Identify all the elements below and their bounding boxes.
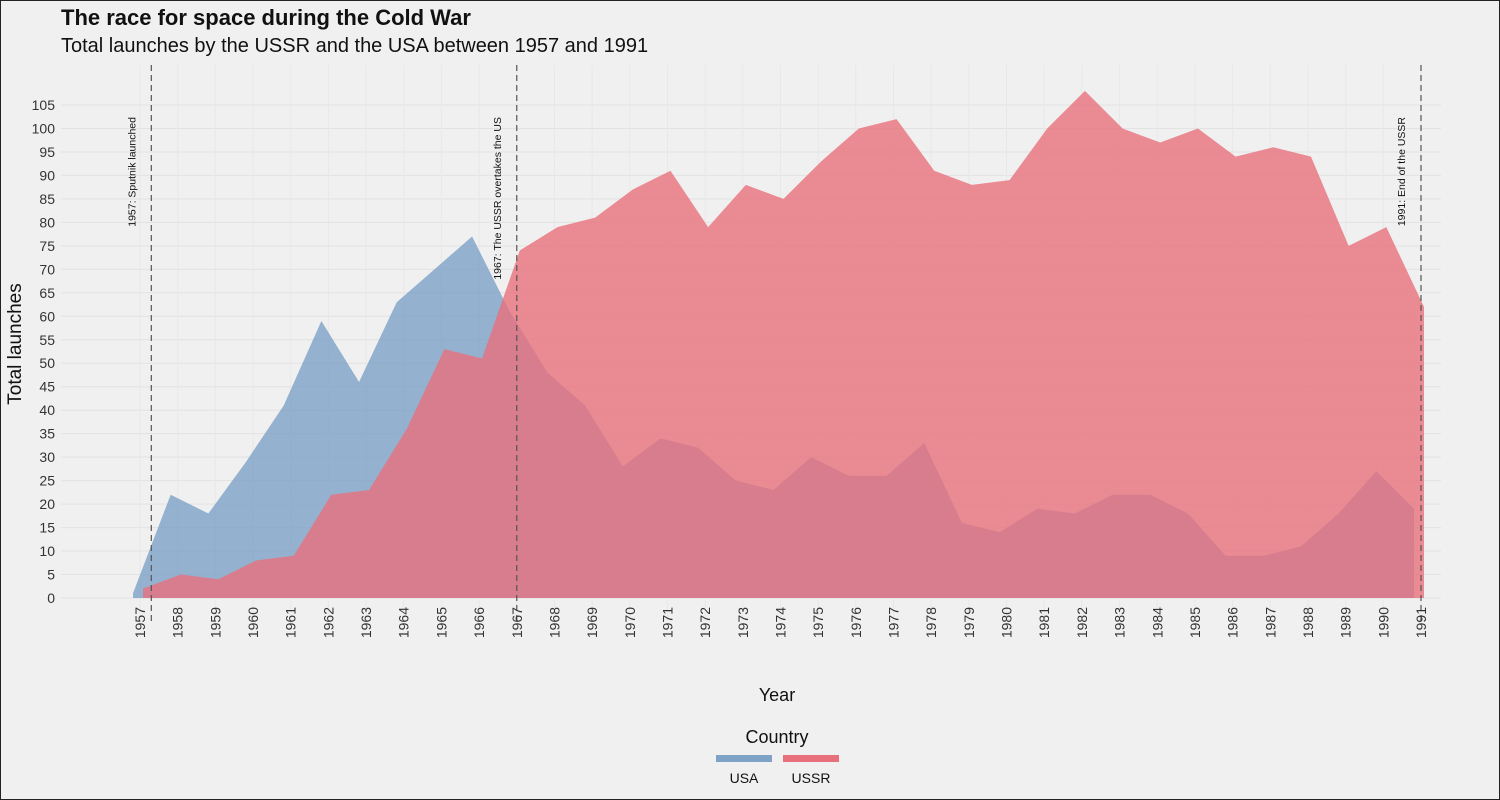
y-tick-label: 90 [39, 167, 55, 183]
annotation-label: 1991: End of the USSR [1396, 117, 1408, 227]
y-tick-label: 85 [39, 191, 55, 207]
x-tick-label: 1967 [509, 607, 525, 638]
x-tick-label: 1980 [999, 607, 1015, 638]
x-tick-label: 1982 [1074, 607, 1090, 638]
y-tick-label: 0 [47, 590, 55, 606]
x-tick-label: 1961 [283, 607, 299, 638]
y-tick-label: 60 [39, 308, 55, 324]
x-tick-label: 1989 [1338, 607, 1354, 638]
chart-title: The race for space during the Cold War [61, 5, 471, 30]
y-tick-label: 100 [32, 120, 56, 136]
series-areas [133, 90, 1424, 599]
legend-label-usa: USA [730, 770, 759, 786]
y-tick-label: 10 [39, 543, 55, 559]
x-tick-label: 1963 [358, 607, 374, 638]
y-tick-labels: 0 5 10 15 20 25 30 35 40 45 50 55 60 65 70 75 80 85 90 95 10… [32, 97, 56, 606]
x-tick-label: 1979 [961, 607, 977, 638]
y-tick-label: 55 [39, 332, 55, 348]
y-tick-label: 25 [39, 473, 55, 489]
legend: USA USSR [716, 755, 839, 786]
y-tick-label: 65 [39, 285, 55, 301]
y-tick-label: 95 [39, 144, 55, 160]
y-tick-label: 15 [39, 520, 55, 536]
x-tick-label: 1964 [396, 607, 412, 638]
x-tick-label: 1962 [320, 607, 336, 638]
x-tick-label: 1970 [622, 607, 638, 638]
x-tick-label: 1957 [132, 607, 148, 638]
y-tick-label: 5 [47, 567, 55, 583]
x-tick-label: 1985 [1187, 607, 1203, 638]
x-tick-label: 1978 [923, 607, 939, 638]
annotation-label: 1967: The USSR overtakes the US [492, 117, 504, 280]
x-tick-label: 1958 [170, 607, 186, 638]
x-tick-label: 1984 [1149, 607, 1165, 638]
y-axis-label: Total launches [5, 283, 26, 404]
y-tick-label: 45 [39, 379, 55, 395]
legend-title: Country [745, 727, 808, 747]
x-tick-label: 1976 [848, 607, 864, 638]
annotations: 1957: Sputnik launched 1967: The USSR ove… [126, 65, 1422, 621]
y-tick-label: 40 [39, 402, 55, 418]
x-tick-label: 1974 [773, 607, 789, 638]
chart-subtitle: Total launches by the USSR and the USA b… [61, 35, 649, 57]
x-tick-label: 1973 [735, 607, 751, 638]
x-tick-label: 1965 [433, 607, 449, 638]
y-tick-label: 70 [39, 261, 55, 277]
y-tick-label: 30 [39, 449, 55, 465]
x-tick-label: 1983 [1112, 607, 1128, 638]
y-tick-label: 105 [32, 97, 56, 113]
x-tick-label: 1975 [810, 607, 826, 638]
x-tick-label: 1990 [1375, 607, 1391, 638]
series-area-ussr [143, 90, 1424, 599]
x-tick-label: 1966 [471, 607, 487, 638]
x-tick-label: 1959 [207, 607, 223, 638]
x-tick-label: 1977 [886, 607, 902, 638]
x-tick-label: 1987 [1262, 607, 1278, 638]
y-tick-label: 80 [39, 214, 55, 230]
y-tick-label: 35 [39, 426, 55, 442]
y-tick-label: 20 [39, 496, 55, 512]
annotation-label: 1957: Sputnik launched [126, 117, 138, 227]
x-tick-label: 1968 [546, 607, 562, 638]
x-tick-label: 1972 [697, 607, 713, 638]
legend-label-ussr: USSR [792, 770, 831, 786]
x-tick-label: 1988 [1300, 607, 1316, 638]
y-tick-label: 50 [39, 355, 55, 371]
legend-swatch-ussr [783, 755, 839, 762]
x-tick-label: 1981 [1036, 607, 1052, 638]
x-axis-label: Year [759, 685, 795, 705]
x-tick-label: 1960 [245, 607, 261, 638]
x-tick-label: 1969 [584, 607, 600, 638]
legend-swatch-usa [716, 755, 772, 762]
x-tick-labels: 1957 1958 1959 1960 1961 1962 1963 1964 1965 1966… [132, 607, 1429, 638]
x-tick-label: 1986 [1225, 607, 1241, 638]
x-tick-label: 1971 [659, 607, 675, 638]
y-tick-label: 75 [39, 238, 55, 254]
x-tick-label: 1991 [1413, 607, 1429, 638]
